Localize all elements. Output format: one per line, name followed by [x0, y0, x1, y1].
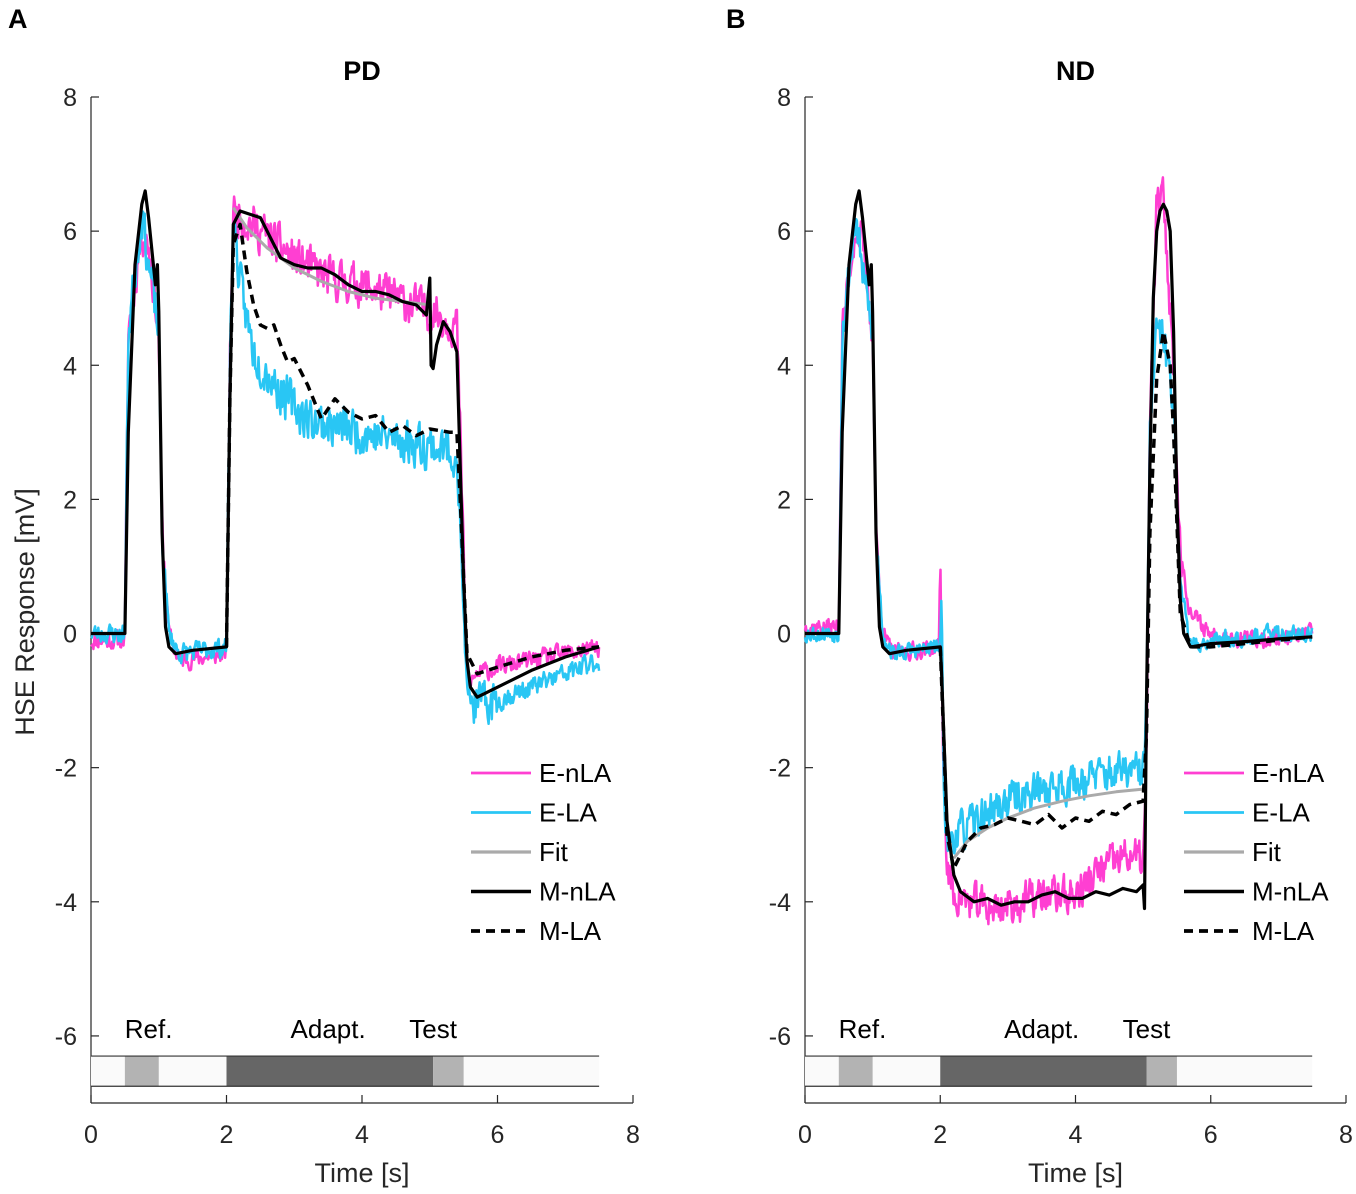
stimulus-ref-segment	[838, 1056, 873, 1087]
series-m-la-line	[224, 222, 600, 676]
series-fit-line	[232, 206, 430, 307]
stimulus-label-adapt: Adapt.	[1004, 1014, 1079, 1044]
y-tick-label: 0	[777, 621, 791, 649]
legend-label-m-la: M-LA	[539, 916, 602, 946]
legend-label-e-la: E-LA	[1252, 798, 1310, 828]
series-e-la-line	[90, 210, 601, 726]
legend-label-e-nla: E-nLA	[539, 758, 612, 788]
legend-label-m-nla: M-nLA	[1252, 877, 1329, 907]
x-tick-label: 6	[491, 1121, 505, 1149]
y-tick-label: -2	[769, 755, 791, 783]
panel-a: A PD -6 -4 -2 0 2 4 6 8 0 2 4 6 8 Time [s] HSE Response …	[8, 4, 640, 1188]
x-tick-label: 4	[355, 1121, 369, 1149]
y-tick-label: 4	[63, 352, 77, 380]
legend-label-e-nla: E-nLA	[1252, 758, 1325, 788]
stimulus-label-ref: Ref.	[839, 1014, 887, 1044]
y-tick-label: -6	[55, 1023, 77, 1051]
x-tick-label: 6	[1204, 1121, 1218, 1149]
x-tick-label: 4	[1069, 1121, 1083, 1149]
stimulus-label-test: Test	[1123, 1014, 1171, 1044]
stimulus-label-test: Test	[409, 1014, 457, 1044]
stimulus-bar: Ref. Adapt. Test	[91, 1014, 600, 1087]
x-tick-label: 0	[84, 1121, 98, 1149]
y-tick-label: -2	[55, 755, 77, 783]
legend-label-m-nla: M-nLA	[539, 877, 616, 907]
y-tick-label: 4	[777, 352, 791, 380]
x-tick-label: 2	[220, 1121, 234, 1149]
panel-title: PD	[343, 56, 381, 86]
legend-label-m-la: M-LA	[1252, 916, 1315, 946]
y-tick-label: -6	[769, 1023, 791, 1051]
panel-letter: B	[726, 4, 746, 34]
stimulus-adapt-segment	[940, 1056, 1147, 1087]
stimulus-label-ref: Ref.	[125, 1014, 173, 1044]
y-axis-label: HSE Response [mV]	[10, 488, 40, 736]
panel-letter: A	[8, 4, 28, 34]
legend: E-nLA E-LA Fit M-nLA M-LA	[1184, 758, 1329, 946]
x-axis-label: Time [s]	[1028, 1158, 1123, 1188]
stimulus-test-segment	[433, 1056, 464, 1087]
x-axis-label: Time [s]	[314, 1158, 409, 1188]
y-tick-label: 8	[777, 84, 791, 112]
stimulus-test-segment	[1146, 1056, 1177, 1087]
y-tick-label: 0	[63, 621, 77, 649]
legend-label-e-la: E-LA	[539, 798, 597, 828]
legend: E-nLA E-LA Fit M-nLA M-LA	[471, 758, 616, 946]
y-tick-label: 6	[777, 218, 791, 246]
series-m-nla-line	[805, 189, 1313, 911]
x-tick-label: 0	[798, 1121, 812, 1149]
y-tick-label: -4	[769, 889, 791, 917]
legend-label-fit: Fit	[1252, 837, 1282, 867]
y-tick-label: -4	[55, 889, 77, 917]
panel-title: ND	[1056, 56, 1095, 86]
y-tick-label: 6	[63, 218, 77, 246]
x-tick-label: 8	[626, 1121, 640, 1149]
series-e-la-line	[803, 217, 1314, 855]
stimulus-ref-segment	[124, 1056, 159, 1087]
stimulus-adapt-segment	[226, 1056, 434, 1087]
y-tick-label: 2	[777, 486, 791, 514]
y-tick-label: 8	[63, 84, 77, 112]
x-tick-label: 2	[933, 1121, 947, 1149]
legend-label-fit: Fit	[539, 837, 569, 867]
panel-b: B ND -6 -4 -2 0 2 4 6 8 0 2 4 6 8 Time [s] Ref. Adapt. Tes…	[726, 4, 1353, 1188]
series-m-nla-line	[91, 189, 600, 699]
stimulus-bar: Ref. Adapt. Test	[805, 1014, 1313, 1087]
x-tick-label: 8	[1339, 1121, 1353, 1149]
y-tick-label: 2	[63, 486, 77, 514]
stimulus-label-adapt: Adapt.	[291, 1014, 366, 1044]
